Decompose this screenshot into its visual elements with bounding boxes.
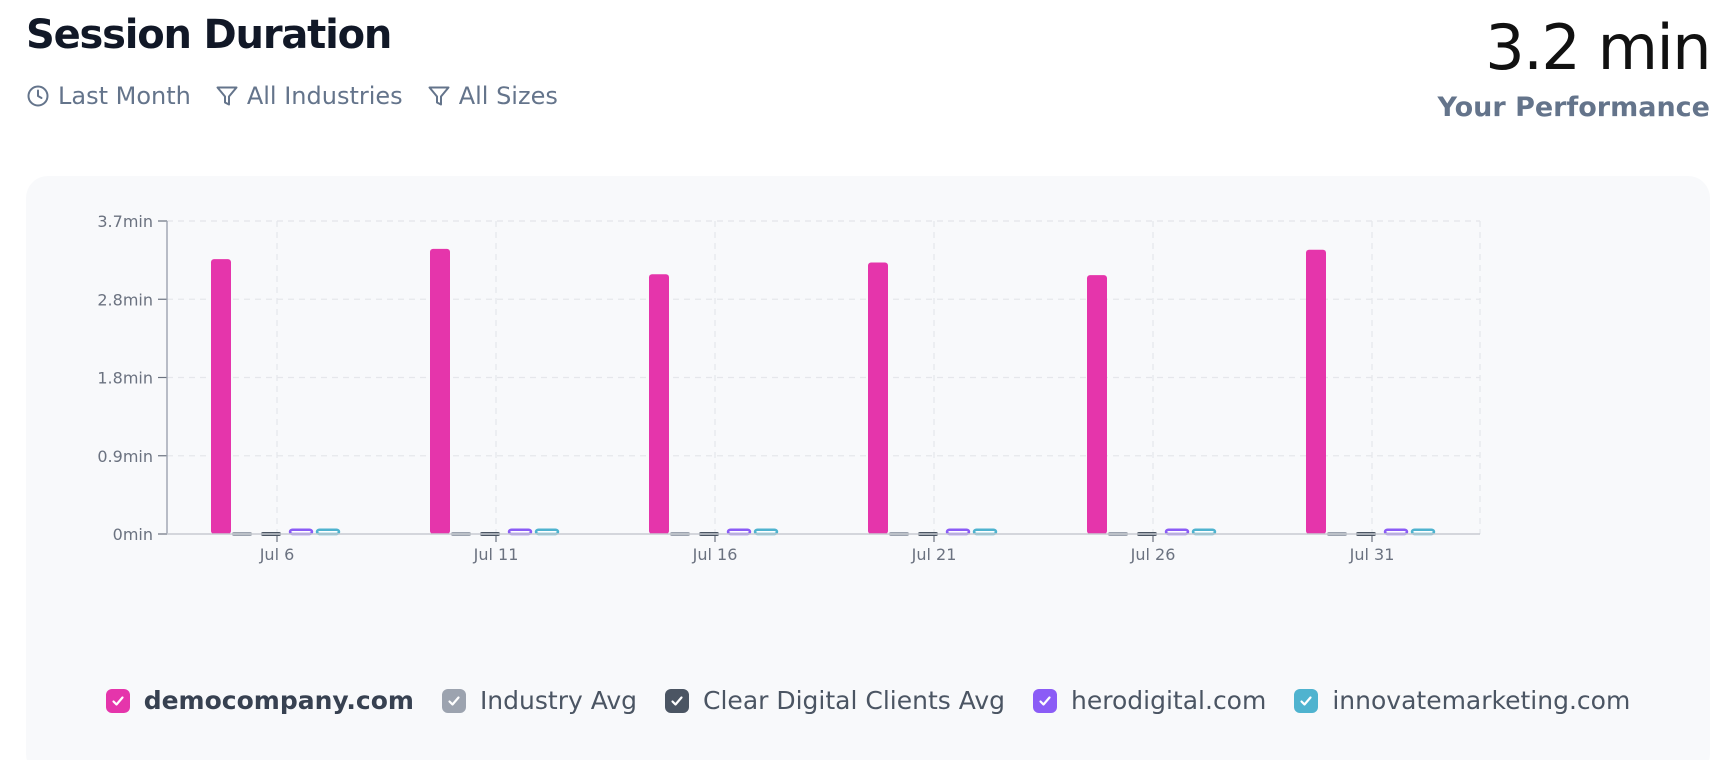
bar-democompany	[1306, 249, 1326, 535]
bar-democompany	[430, 248, 450, 535]
x-tick-label: Jul 31	[1349, 545, 1395, 564]
metric-label: Your Performance	[1437, 92, 1710, 123]
bar-democompany	[649, 274, 669, 534]
y-tick-label: 0.9min	[97, 447, 153, 466]
y-tick-label: 3.7min	[97, 212, 153, 231]
legend-checkbox[interactable]	[665, 688, 690, 713]
bar-democompany	[868, 262, 888, 534]
chart-legend: democompany.com Industry Avg Clear Digit…	[0, 686, 1736, 715]
legend-label: innovatemarketing.com	[1332, 686, 1631, 715]
filter-bar: Last Month All Industries All Sizes	[26, 82, 558, 110]
filter-size-label: All Sizes	[458, 82, 558, 110]
filter-industry[interactable]: All Industries	[215, 82, 403, 110]
performance-metric: 3.2 min Your Performance	[1437, 10, 1712, 123]
legend-label: Industry Avg	[479, 686, 638, 715]
legend-checkbox[interactable]	[441, 688, 466, 713]
filter-size[interactable]: All Sizes	[427, 82, 558, 110]
legend-label: democompany.com	[143, 686, 414, 715]
legend-item-innovatemarketing[interactable]: innovatemarketing.com	[1294, 686, 1630, 715]
x-tick-label: Jul 21	[911, 545, 957, 564]
legend-checkbox[interactable]	[1294, 688, 1319, 713]
bar-democompany	[1087, 275, 1107, 534]
filter-icon	[428, 86, 450, 106]
x-tick-label: Jul 11	[473, 545, 519, 564]
filter-date-range-label: Last Month	[58, 82, 191, 110]
y-tick-label: 2.8min	[97, 290, 153, 309]
legend-checkbox[interactable]	[1033, 688, 1058, 713]
check-icon	[671, 695, 683, 706]
legend-item-democompany[interactable]: democompany.com	[105, 686, 414, 715]
check-icon	[1300, 695, 1312, 706]
check-icon	[112, 695, 124, 706]
filter-icon	[216, 86, 238, 106]
page-title: Session Duration	[26, 12, 392, 58]
check-icon	[448, 695, 460, 706]
x-tick-label: Jul 6	[259, 545, 295, 564]
x-tick-label: Jul 26	[1130, 545, 1176, 564]
filter-industry-label: All Industries	[246, 82, 403, 110]
y-tick-label: 1.8min	[97, 369, 153, 388]
legend-item-clear-digital-avg[interactable]: Clear Digital Clients Avg	[665, 686, 1005, 715]
filter-date-range[interactable]: Last Month	[26, 82, 191, 110]
clock-icon	[27, 85, 49, 107]
bar-democompany	[211, 259, 231, 534]
metric-value: 3.2 min	[1485, 11, 1711, 84]
check-icon	[1039, 695, 1051, 706]
y-tick-label: 0min	[113, 525, 153, 544]
legend-label: herodigital.com	[1071, 686, 1267, 715]
legend-label: Clear Digital Clients Avg	[703, 686, 1006, 715]
x-tick-label: Jul 16	[692, 545, 738, 564]
legend-checkbox[interactable]	[105, 688, 130, 713]
legend-item-herodigital[interactable]: herodigital.com	[1033, 686, 1266, 715]
legend-item-industry-avg[interactable]: Industry Avg	[441, 686, 638, 715]
